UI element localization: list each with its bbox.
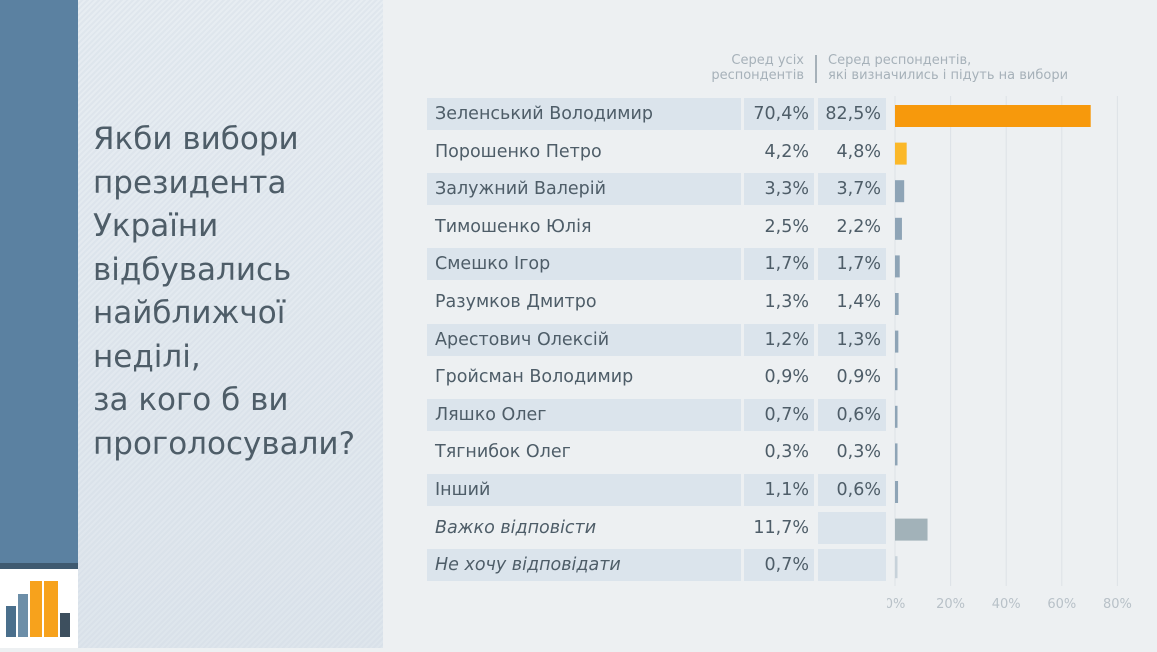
x-tick-label: 0% — [887, 597, 905, 612]
bar-chart-svg: 0% 20% 40% 60% 80% — [887, 96, 1132, 612]
bar — [895, 293, 899, 315]
x-tick-label: 80% — [1103, 597, 1132, 612]
bar — [895, 443, 898, 466]
value-all: 1,7% — [744, 248, 814, 281]
value-decided: 1,4% — [836, 291, 881, 312]
x-tick-label: 60% — [1047, 597, 1076, 612]
candidate-name: Інший — [427, 473, 741, 506]
candidate-name: Разумков Дмитро — [435, 291, 597, 312]
value-decided: 0,6% — [818, 398, 886, 431]
bar — [895, 180, 905, 203]
candidate-name: Смешко Ігор — [427, 248, 741, 281]
bar — [895, 405, 898, 428]
value-all: 0,7% — [744, 549, 814, 582]
bar — [895, 330, 899, 353]
value-decided: 82,5% — [818, 98, 886, 130]
bar — [895, 255, 900, 278]
side-accent-bar — [0, 0, 78, 563]
value-all: 1,3% — [764, 291, 809, 312]
column-header-decided: Серед респондентів, які визначились і пі… — [828, 53, 1069, 83]
buildings-logo-icon — [6, 581, 70, 637]
candidate-name: Гройсман Володимир — [435, 367, 634, 388]
column-header-divider — [815, 55, 817, 83]
value-all: 0,9% — [764, 367, 809, 388]
value-decided: 1,3% — [818, 323, 886, 356]
value-decided: 0,9% — [836, 367, 881, 388]
value-decided: 2,2% — [836, 216, 881, 237]
value-all: 70,4% — [744, 98, 814, 130]
value-all: 0,7% — [744, 398, 814, 431]
value-all: 11,7% — [753, 517, 809, 538]
x-tick-label: 20% — [936, 597, 965, 612]
candidate-name: Порошенко Петро — [435, 141, 602, 162]
value-all: 0,3% — [764, 442, 809, 463]
value-decided: 3,7% — [818, 173, 886, 206]
value-all: 4,2% — [764, 141, 809, 162]
x-tick-label: 40% — [992, 597, 1021, 612]
value-all: 1,2% — [744, 323, 814, 356]
candidate-name: Не хочу відповідати — [427, 549, 741, 582]
question-panel: Якби вибори президента України відбували… — [78, 0, 383, 648]
candidate-name: Важко відповісти — [435, 517, 597, 538]
value-decided: 4,8% — [836, 141, 881, 162]
value-decided — [818, 511, 886, 544]
logo — [0, 569, 78, 648]
bar — [895, 142, 907, 165]
bar — [895, 518, 928, 541]
value-decided: 0,3% — [836, 442, 881, 463]
value-decided — [818, 549, 886, 582]
bar — [895, 481, 899, 503]
bar — [895, 105, 1091, 127]
candidate-name: Залужний Валерій — [427, 173, 741, 206]
column-header-all: Серед усіх респондентів — [711, 53, 804, 83]
question-title: Якби вибори президента України відбували… — [93, 121, 356, 462]
candidate-name: Арестович Олексій — [427, 323, 741, 356]
bar-chart: 0% 20% 40% 60% 80% — [887, 96, 1157, 616]
candidate-name: Ляшко Олег — [427, 398, 741, 431]
side-accent-stripe — [0, 563, 78, 569]
candidate-name: Зеленський Володимир — [427, 98, 741, 130]
bar — [895, 368, 898, 391]
value-decided: 0,6% — [818, 473, 886, 506]
value-all: 1,1% — [744, 473, 814, 506]
candidate-name: Тимошенко Юлія — [435, 216, 592, 237]
candidate-name: Тягнибок Олег — [435, 442, 571, 463]
value-all: 2,5% — [764, 216, 809, 237]
value-all: 3,3% — [744, 173, 814, 206]
bar — [895, 556, 898, 579]
value-decided: 1,7% — [818, 248, 886, 281]
bar — [895, 217, 902, 240]
